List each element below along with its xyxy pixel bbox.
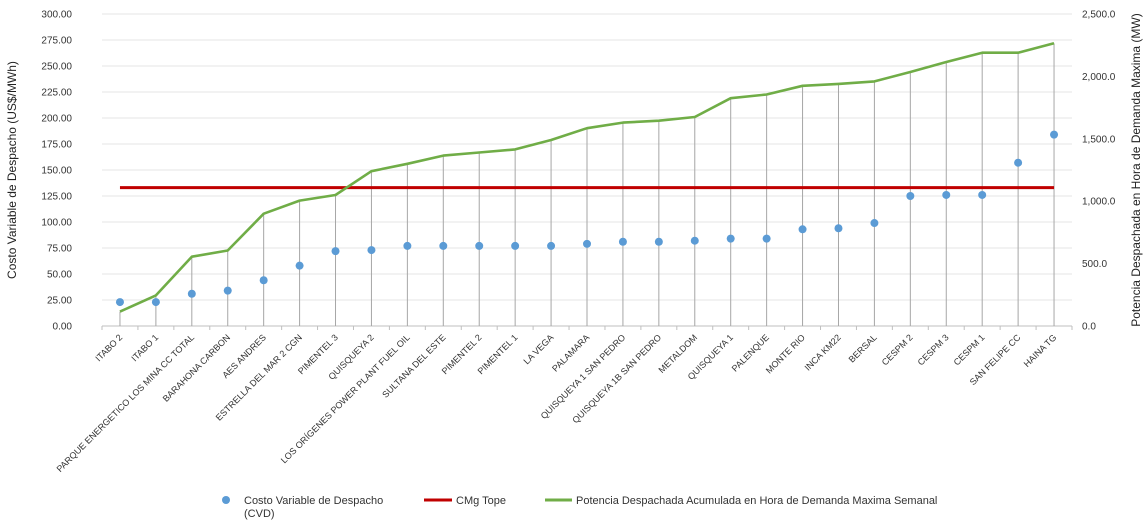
y-tick-label: 25.00 (47, 296, 72, 307)
cvd-point (259, 276, 268, 285)
cvd-point (223, 286, 232, 295)
cvd-point (511, 241, 520, 250)
cvd-point (115, 298, 124, 307)
cvd-point (403, 241, 412, 250)
cvd-point (151, 298, 160, 307)
cvd-point (942, 190, 951, 199)
x-category-label: PARQUE ENERGETICO LOS MINA CC TOTAL (55, 332, 197, 474)
x-category-label: BARAHONA CARBON (161, 332, 232, 403)
y-right-tick-label: 2,500.0 (1082, 10, 1116, 21)
legend-marker-cvd (222, 496, 230, 504)
legend-label-cmg: CMg Tope (456, 495, 506, 507)
x-category-label: SULTANA DEL ESTE (380, 332, 447, 399)
y-right-tick-label: 1,000.0 (1082, 197, 1116, 208)
cvd-point (762, 234, 771, 243)
cvd-point (547, 241, 556, 250)
y-tick-label: 0.00 (53, 322, 73, 333)
y-tick-label: 75.00 (47, 244, 72, 255)
y-tick-label: 275.00 (41, 36, 72, 47)
cvd-point (834, 224, 843, 233)
cvd-point (726, 234, 735, 243)
cvd-point (618, 237, 627, 246)
cvd-point (1050, 130, 1059, 139)
cvd-point (439, 241, 448, 250)
y-tick-label: 300.00 (41, 10, 72, 21)
y-axis-title: Costo Variable de Despacho (US$/MWh) (5, 61, 19, 279)
y-tick-label: 225.00 (41, 88, 72, 99)
y-tick-label: 175.00 (41, 140, 72, 151)
cvd-point (690, 236, 699, 245)
cvd-point (978, 190, 987, 199)
x-category-label: BERSAL (847, 332, 879, 364)
y-tick-label: 150.00 (41, 166, 72, 177)
y-tick-label: 125.00 (41, 192, 72, 203)
cvd-point (906, 192, 915, 200)
x-category-label: HAINA TG (1022, 332, 1059, 369)
cvd-point (367, 246, 376, 255)
x-category-label: CESPM 3 (916, 332, 951, 367)
x-category-label: LOS ORÍGENES POWER PLANT FUEL OIL (279, 332, 412, 465)
cvd-point (187, 289, 196, 298)
y-right-tick-label: 1,500.0 (1082, 134, 1116, 145)
x-category-label: INCA KM22 (803, 332, 843, 372)
potencia-acumulada-line (119, 42, 1055, 313)
cvd-point (1014, 158, 1023, 167)
y-right-tick-label: 0.0 (1082, 322, 1096, 333)
y-right-tick-label: 500.0 (1082, 259, 1107, 270)
y-tick-label: 250.00 (41, 62, 72, 73)
legend-label-potencia: Potencia Despachada Acumulada en Hora de… (576, 495, 937, 507)
legend-label-cvd: Costo Variable de Despacho (CVD) (244, 495, 383, 520)
x-category-label: CESPM 2 (880, 332, 915, 367)
x-category-label: ITABO 1 (129, 332, 160, 363)
x-category-label: CESPM 1 (952, 332, 987, 367)
cvd-point (870, 219, 879, 228)
y-tick-label: 50.00 (47, 270, 72, 281)
cvd-point (798, 225, 807, 234)
y-right-axis-title: Potencia Despachada en Hora de Demanda M… (1129, 13, 1143, 326)
cvd-point (654, 237, 663, 246)
x-category-label: LA VEGA (522, 332, 556, 366)
y-right-tick-label: 2,000.0 (1082, 72, 1116, 83)
y-tick-label: 200.00 (41, 114, 72, 125)
cvd-point (295, 261, 304, 270)
x-category-label: ITABO 2 (93, 332, 124, 363)
cvd-point (583, 239, 591, 248)
y-tick-label: 100.00 (41, 218, 72, 229)
cvd-point (331, 247, 340, 256)
cvd-point (475, 241, 484, 250)
